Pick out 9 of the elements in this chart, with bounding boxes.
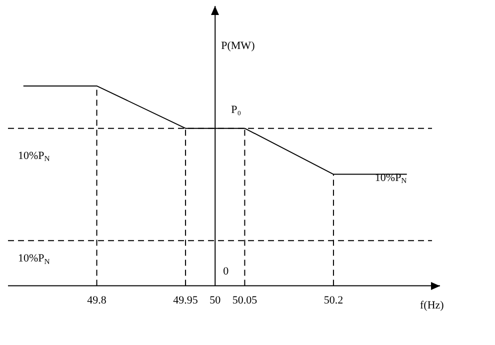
x-axis-title: f(Hz) [420, 300, 444, 312]
x-tick-label: 49.8 [87, 294, 107, 306]
x-tick-label: 50 [210, 294, 222, 306]
x-tick-label: 49.95 [173, 294, 198, 306]
x-tick-label: 50.05 [232, 294, 258, 306]
y-axis-title: P(MW) [221, 40, 256, 52]
x-tick-label: 50.2 [324, 294, 344, 306]
annotation: 0 [223, 266, 230, 278]
annotation: P₀ [231, 104, 242, 116]
